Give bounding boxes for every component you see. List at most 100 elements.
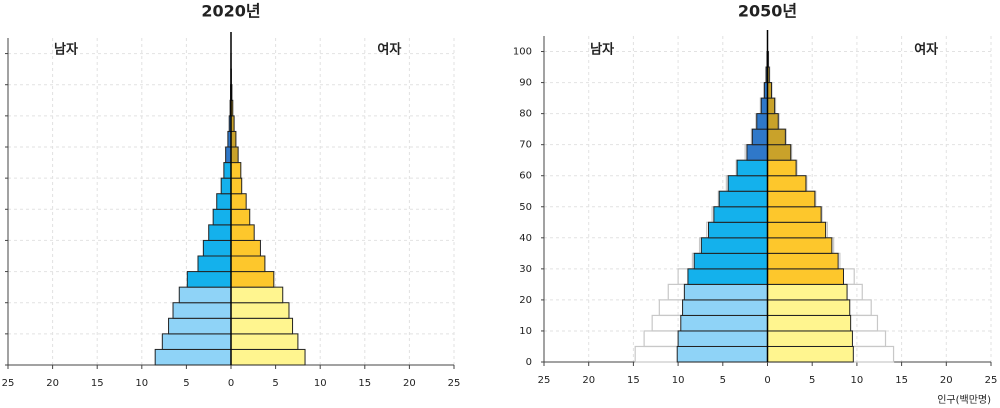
bar [760,97,769,115]
x-tick-label: 10 [135,378,148,389]
x-tick-label: 25 [448,378,461,389]
x-tick-label: 25 [538,375,551,386]
bar [178,286,232,304]
x-tick-label: 5 [720,375,726,386]
right-label: 여자 [914,42,938,58]
chart-title: 2050년 [738,2,797,21]
bar [687,268,769,285]
left-label: 남자 [54,42,78,58]
bar [680,314,768,332]
bar [767,206,822,223]
x-tick-label: 20 [582,375,595,386]
bar [756,113,768,130]
y-tick-label: 10 [519,326,532,337]
y-tick-label: 40 [519,233,532,244]
bar [700,237,768,254]
bar [767,268,844,285]
bar [767,283,848,301]
bar [168,317,232,335]
bar [223,162,232,179]
bar [230,302,290,319]
y-tick-label: 0 [526,357,532,368]
bar [767,299,851,316]
bar [212,208,232,226]
x-tick-label: 5 [809,375,815,386]
x-tick-label: 25 [2,378,15,389]
bar [186,271,232,288]
bar [225,146,232,164]
bar [767,175,807,192]
bar [767,128,786,146]
bar [713,206,768,223]
bar [767,159,797,177]
bar [767,113,779,130]
chart-title: 2020년 [201,2,260,21]
bar [197,255,232,273]
bar [707,221,768,239]
bar [718,190,768,208]
x-tick-label: 5 [272,378,278,389]
bar [767,144,792,161]
y-tick-label: 60 [519,171,532,182]
x-tick-label: 25 [985,375,998,386]
x-tick-label: 20 [940,375,953,386]
bar [727,175,768,192]
x-tick-label: 10 [314,378,327,389]
right-label: 여자 [377,42,401,58]
bar [230,239,261,257]
bar [230,348,306,366]
bar [767,190,816,208]
bar [230,146,239,164]
bar [230,333,299,350]
bar [767,345,854,363]
y-tick-label: 20 [519,295,532,306]
bar [230,271,275,288]
x-tick-label: 15 [358,378,371,389]
x-tick-label: 0 [228,378,234,389]
bar [230,208,251,226]
x-tick-label: 10 [672,375,685,386]
left-label: 남자 [590,42,614,58]
y-tick-label: 70 [519,140,532,151]
bar [682,299,769,316]
x-tick-label: 10 [851,375,864,386]
x-tick-label: 20 [46,378,59,389]
bar [230,177,243,195]
x-tick-label: 5 [183,378,189,389]
bar [230,255,266,273]
bar [767,221,827,239]
bar [208,224,232,241]
y-tick-label: 50 [519,202,532,213]
bar [161,333,232,350]
bar [230,286,284,304]
x-tick-label: 15 [627,375,640,386]
bar [230,193,247,210]
bar [202,239,232,257]
bar [230,224,255,241]
bar [767,237,833,254]
bar [154,348,232,366]
bar [683,283,768,301]
bar [230,317,294,335]
bar [736,159,769,177]
bar [751,128,769,146]
bar [767,252,839,270]
bar [676,345,768,363]
x-tick-label: 15 [895,375,908,386]
bar [746,144,768,161]
x-axis-label: 인구(백만명) [937,394,991,406]
bar [230,162,242,179]
bar [677,330,768,347]
x-tick-label: 0 [764,375,770,386]
bar [172,302,232,319]
bar [767,97,776,115]
bar [767,330,853,347]
bar [767,314,852,332]
x-tick-label: 15 [91,378,104,389]
y-tick-label: 90 [519,78,532,89]
y-tick-label: 80 [519,109,532,120]
x-tick-label: 20 [403,378,416,389]
y-tick-label: 100 [513,47,532,58]
